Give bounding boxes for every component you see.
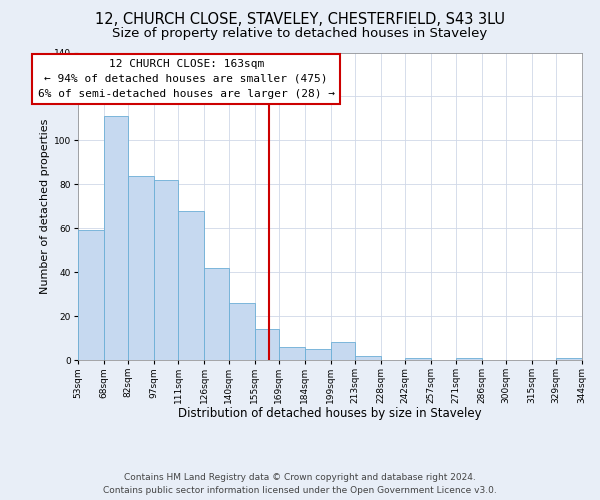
Bar xyxy=(455,358,482,360)
Bar xyxy=(104,116,128,360)
Bar xyxy=(279,347,305,360)
Y-axis label: Number of detached properties: Number of detached properties xyxy=(40,118,50,294)
Bar xyxy=(154,180,178,360)
Bar xyxy=(229,303,254,360)
Text: 12 CHURCH CLOSE: 163sqm
← 94% of detached houses are smaller (475)
6% of semi-de: 12 CHURCH CLOSE: 163sqm ← 94% of detache… xyxy=(38,59,335,98)
Bar xyxy=(305,349,331,360)
Bar xyxy=(254,329,279,360)
Bar xyxy=(556,358,582,360)
Bar xyxy=(406,358,431,360)
Bar xyxy=(205,268,229,360)
Bar xyxy=(128,176,154,360)
Bar xyxy=(355,356,381,360)
Bar xyxy=(178,210,205,360)
Text: 12, CHURCH CLOSE, STAVELEY, CHESTERFIELD, S43 3LU: 12, CHURCH CLOSE, STAVELEY, CHESTERFIELD… xyxy=(95,12,505,28)
Bar xyxy=(78,230,104,360)
X-axis label: Distribution of detached houses by size in Staveley: Distribution of detached houses by size … xyxy=(178,408,482,420)
Text: Contains HM Land Registry data © Crown copyright and database right 2024.
Contai: Contains HM Land Registry data © Crown c… xyxy=(103,474,497,495)
Bar xyxy=(331,342,355,360)
Text: Size of property relative to detached houses in Staveley: Size of property relative to detached ho… xyxy=(112,28,488,40)
